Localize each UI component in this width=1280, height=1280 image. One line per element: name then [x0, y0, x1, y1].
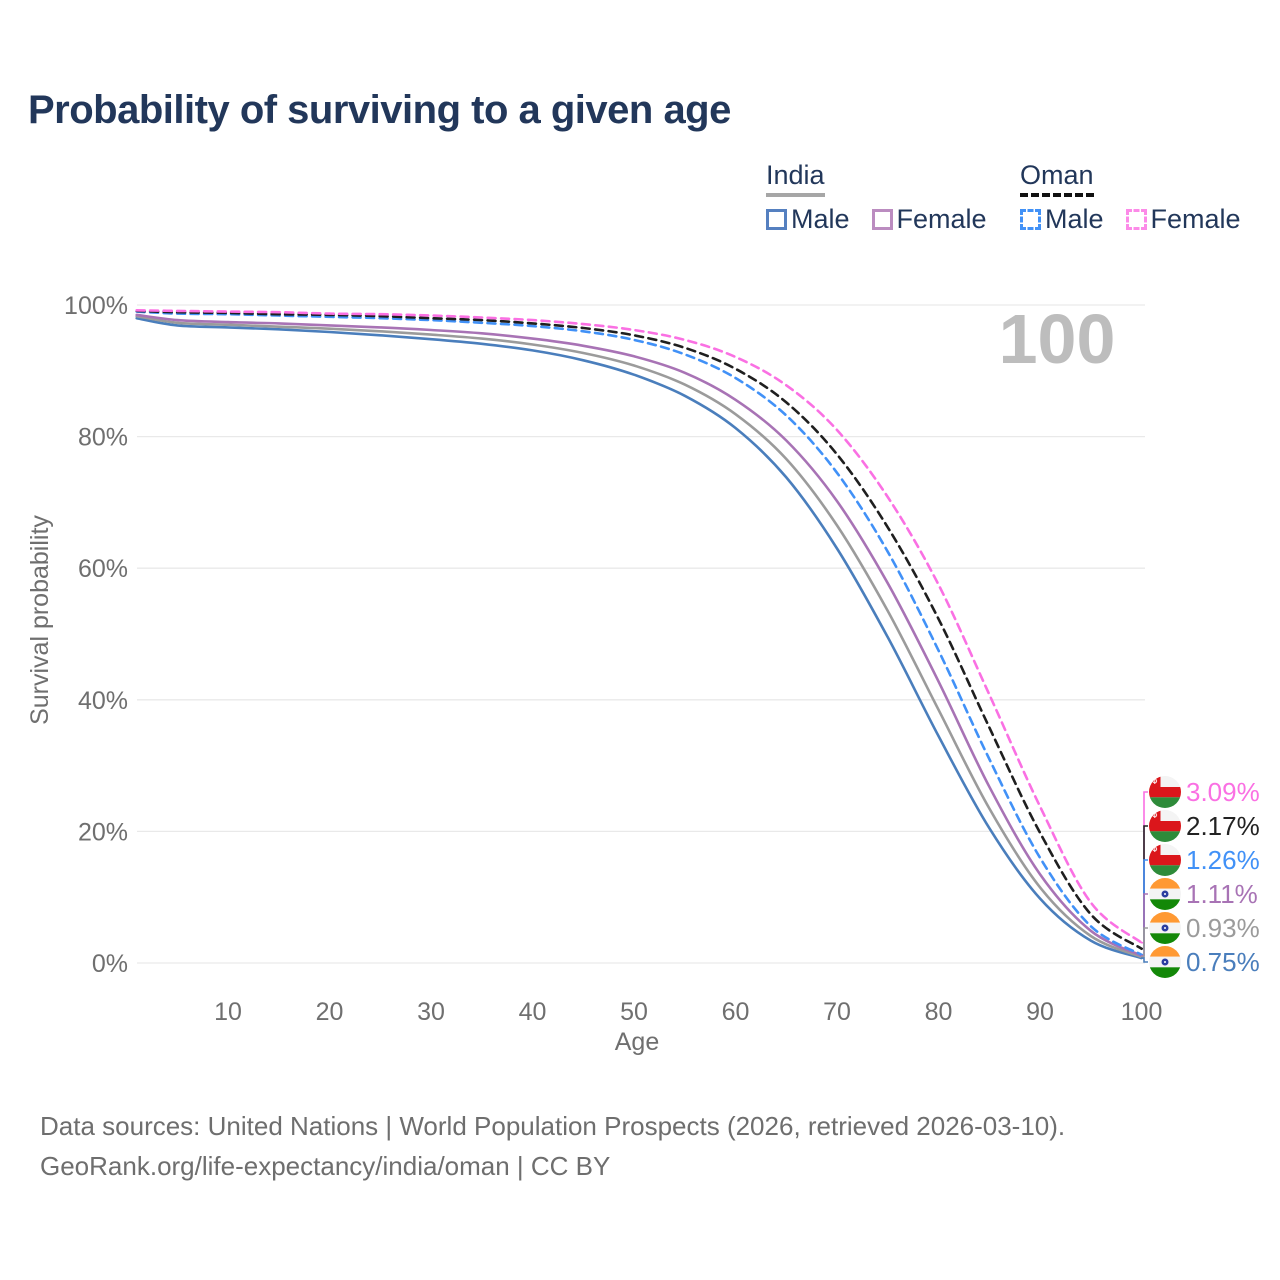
- y-tick-label: 20%: [78, 818, 128, 846]
- legend-group-oman: Oman Male Female: [1020, 160, 1241, 234]
- source-line-2: GeoRank.org/life-expectancy/india/oman |…: [40, 1151, 611, 1181]
- end-label-oman-male: 1.26%: [1186, 845, 1260, 875]
- source-line-1: Data sources: United Nations | World Pop…: [40, 1111, 1066, 1141]
- legend-oman-female-swatch[interactable]: [1125, 208, 1147, 230]
- x-tick-label: 40: [519, 998, 547, 1026]
- legend-india-male-swatch[interactable]: [766, 208, 787, 230]
- end-label-oman-female: 3.09%: [1186, 777, 1260, 807]
- legend-india-title[interactable]: India: [766, 160, 825, 197]
- india-flag-icon: [1149, 912, 1181, 944]
- india-flag-icon: [1149, 878, 1181, 910]
- x-tick-label: 20: [316, 998, 344, 1026]
- hover-age-watermark: 100: [999, 300, 1116, 378]
- x-tick-label: 10: [214, 998, 242, 1026]
- oman-flag-icon: [1149, 810, 1181, 842]
- legend-oman-male-swatch[interactable]: [1020, 208, 1041, 230]
- x-tick-label: 60: [722, 998, 750, 1026]
- legend-india-female-swatch[interactable]: [871, 208, 893, 230]
- end-label-oman-both-sexes: 2.17%: [1186, 811, 1260, 841]
- end-label-india-male: 0.75%: [1186, 947, 1260, 977]
- curve-oman-male[interactable]: [135, 310, 1143, 956]
- x-tick-label: 100: [1121, 998, 1163, 1026]
- y-axis-ticks: 0% 20% 40% 60% 80% 100%: [64, 292, 128, 978]
- page-title: Probability of surviving to a given age: [28, 88, 731, 132]
- leader-line: [1141, 927, 1148, 958]
- y-tick-label: 60%: [78, 555, 128, 583]
- y-axis-title: Survival probability: [26, 515, 54, 725]
- x-tick-label: 80: [925, 998, 953, 1026]
- legend-india-female-label[interactable]: Female: [896, 204, 987, 234]
- source-attribution: Data sources: United Nations | World Pop…: [40, 1106, 1065, 1186]
- legend-oman-male-label[interactable]: Male: [1045, 204, 1104, 234]
- x-tick-label: 70: [823, 998, 851, 1026]
- x-tick-label: 30: [417, 998, 445, 1026]
- legend-india-male-label[interactable]: Male: [791, 204, 850, 234]
- oman-flag-icon: [1149, 844, 1181, 876]
- gridlines: [137, 304, 1145, 964]
- curve-oman-female[interactable]: [135, 309, 1143, 944]
- end-label-india-both-sexes: 0.93%: [1186, 913, 1260, 943]
- leader-line: [1141, 957, 1148, 963]
- legend-oman-female-label[interactable]: Female: [1150, 204, 1241, 234]
- x-axis-title: Age: [615, 1028, 659, 1056]
- curve-india-male[interactable]: [135, 316, 1143, 960]
- curve-india-female[interactable]: [135, 313, 1143, 957]
- x-axis-ticks: 10 20 30 40 50 60 70 80 90 100: [214, 998, 1162, 1026]
- x-tick-label: 50: [620, 998, 648, 1026]
- y-tick-label: 80%: [78, 424, 128, 452]
- y-tick-label: 0%: [92, 950, 128, 978]
- legend-group-india: India Male Female: [766, 160, 987, 234]
- oman-flag-icon: [1149, 776, 1181, 808]
- curve-india-both-sexes[interactable]: [135, 314, 1143, 959]
- y-tick-label: 40%: [78, 687, 128, 715]
- end-labels: 3.09% 2.17% 1.26% 1.11% 0.93% 0.75%: [1141, 776, 1260, 978]
- end-label-india-female: 1.11%: [1186, 879, 1258, 909]
- leader-line: [1141, 893, 1148, 957]
- survival-curves: [135, 309, 1143, 960]
- india-flag-icon: [1149, 946, 1181, 978]
- x-tick-label: 90: [1026, 998, 1054, 1026]
- y-tick-label: 100%: [64, 292, 128, 320]
- legend-oman-title[interactable]: Oman: [1020, 160, 1094, 197]
- curve-oman-both-sexes[interactable]: [135, 309, 1143, 950]
